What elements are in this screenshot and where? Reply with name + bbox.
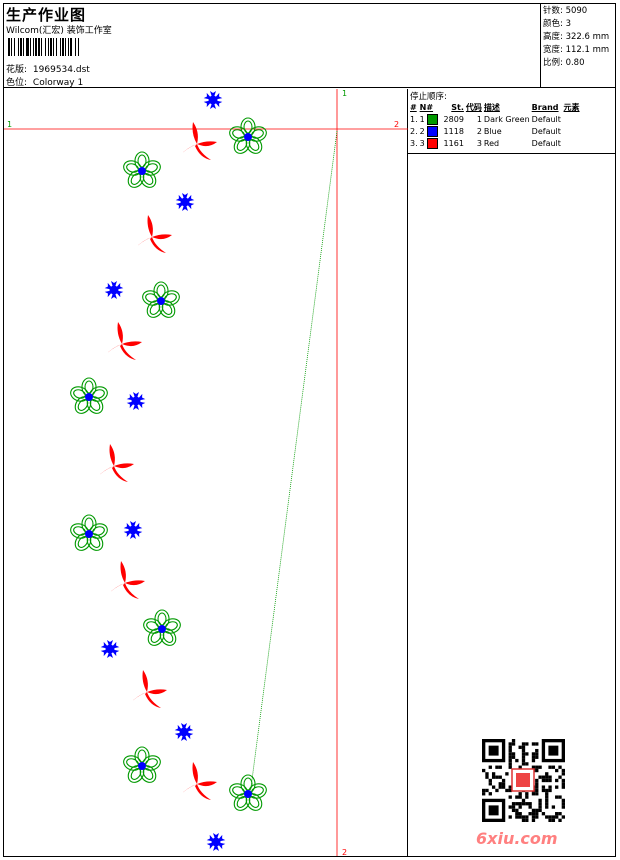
v-guide-top-label: 1 bbox=[342, 89, 347, 98]
page-title: 生产作业图 bbox=[6, 6, 87, 24]
blue-flower bbox=[104, 281, 124, 299]
red-leaf-motif bbox=[96, 444, 134, 482]
row-element bbox=[563, 113, 581, 125]
green-flower bbox=[121, 151, 163, 191]
color-swatch bbox=[427, 113, 439, 125]
row-stitches: 1161 bbox=[443, 138, 464, 148]
stitch-count: 针数: 5090 bbox=[543, 6, 588, 16]
needle-number: 2 bbox=[419, 126, 425, 136]
needle-number: 3 bbox=[419, 138, 425, 148]
blue-flower bbox=[126, 392, 146, 410]
design-width: 宽度: 112.1 mm bbox=[543, 45, 610, 55]
red-leaf-motif bbox=[179, 122, 217, 160]
row-index: 3. bbox=[410, 138, 418, 148]
stop-sequence-table: # N# St. 代码 描述 Brand 元素 1. 1 2809 1 Dark… bbox=[409, 101, 581, 149]
blue-flower bbox=[100, 640, 120, 658]
stop-sequence-legend: 停止顺序: # N# St. 代码 描述 Brand 元素 1. 1 2809 … bbox=[408, 89, 616, 154]
green-flower bbox=[140, 281, 182, 321]
color-count: 颜色: 3 bbox=[543, 19, 571, 29]
row-index: 2. bbox=[410, 126, 418, 136]
pattern-row: 花版: 1969534.dst bbox=[6, 62, 90, 75]
row-description: Blue bbox=[483, 126, 502, 136]
green-flower bbox=[141, 609, 183, 649]
legend-row: 1. 1 2809 1 Dark Green Default bbox=[409, 113, 581, 125]
h-guide-right-label: 2 bbox=[394, 120, 399, 129]
col-brand: Brand bbox=[531, 102, 559, 112]
v-guide-bottom-label: 2 bbox=[342, 848, 347, 856]
colorway-value: Colorway 1 bbox=[32, 78, 84, 88]
legend-row: 2. 2 1118 2 Blue Default bbox=[409, 125, 581, 137]
row-code: 3 bbox=[476, 138, 482, 148]
color-swatch bbox=[427, 125, 439, 137]
row-needle: 1 bbox=[419, 113, 440, 125]
blue-flower bbox=[174, 723, 194, 741]
company-name: Wilcom(汇宏) 装饰工作室 bbox=[6, 26, 112, 36]
col-needle: N# bbox=[419, 102, 434, 112]
barcode bbox=[8, 38, 140, 56]
blue-flower bbox=[175, 193, 195, 211]
row-stitches: 2809 bbox=[443, 114, 464, 124]
legend-header-row: # N# St. 代码 描述 Brand 元素 bbox=[409, 101, 581, 113]
green-flower bbox=[227, 117, 269, 157]
row-brand: Default bbox=[531, 114, 561, 124]
red-leaf-motif bbox=[134, 215, 172, 253]
colorway-row: 色位: Colorway 1 bbox=[6, 75, 83, 88]
blue-flower bbox=[203, 91, 223, 109]
row-brand: Default bbox=[531, 126, 561, 136]
row-needle: 3 bbox=[419, 137, 440, 149]
h-guide-left-label: 1 bbox=[7, 120, 12, 129]
blue-flower bbox=[206, 833, 226, 851]
green-flower bbox=[68, 514, 110, 554]
row-stitches: 1118 bbox=[443, 126, 464, 136]
col-stitches: St. bbox=[451, 102, 464, 112]
pattern-value: 1969534.dst bbox=[32, 65, 90, 75]
legend-title: 停止顺序: bbox=[410, 92, 447, 102]
design-scale: 比例: 0.80 bbox=[543, 58, 585, 68]
red-leaf-motif bbox=[104, 322, 142, 360]
page-frame bbox=[3, 3, 616, 857]
green-flower bbox=[227, 774, 269, 814]
red-leaf-motif bbox=[129, 670, 167, 708]
col-element: 元素 bbox=[563, 102, 580, 112]
red-leaf-motif bbox=[107, 561, 145, 599]
header bbox=[3, 3, 616, 88]
row-description: Dark Green bbox=[483, 114, 530, 124]
stats-panel: 针数: 5090 颜色: 3 高度: 322.6 mm 宽度: 112.1 mm… bbox=[540, 3, 616, 88]
jump-stitch-line bbox=[249, 130, 338, 796]
qr-code bbox=[482, 739, 565, 822]
color-swatch bbox=[427, 137, 439, 149]
row-code: 1 bbox=[476, 114, 482, 124]
design-height: 高度: 322.6 mm bbox=[543, 32, 610, 42]
legend-row: 3. 3 1161 3 Red Default bbox=[409, 137, 581, 149]
col-index: # bbox=[410, 102, 417, 112]
row-element bbox=[563, 125, 581, 137]
red-leaf-motif bbox=[179, 762, 217, 800]
col-description: 描述 bbox=[483, 102, 500, 112]
blue-flower bbox=[123, 521, 143, 539]
green-flower bbox=[121, 746, 163, 786]
watermark-logo: 6xiu.com bbox=[476, 829, 558, 848]
qr-code-graphic bbox=[482, 739, 565, 822]
row-brand: Default bbox=[531, 138, 561, 148]
colorway-label: 色位: bbox=[6, 78, 28, 88]
row-code: 2 bbox=[476, 126, 482, 136]
design-canvas: 1 2 1 2 bbox=[4, 89, 408, 857]
row-element bbox=[563, 137, 581, 149]
design-svg: 1 2 1 2 bbox=[4, 89, 408, 857]
col-code: 代码 bbox=[465, 102, 482, 112]
row-needle: 2 bbox=[419, 125, 440, 137]
pattern-label: 花版: bbox=[6, 65, 28, 75]
needle-number: 1 bbox=[419, 114, 425, 124]
green-flower bbox=[68, 377, 110, 417]
row-description: Red bbox=[483, 138, 500, 148]
row-index: 1. bbox=[410, 114, 418, 124]
